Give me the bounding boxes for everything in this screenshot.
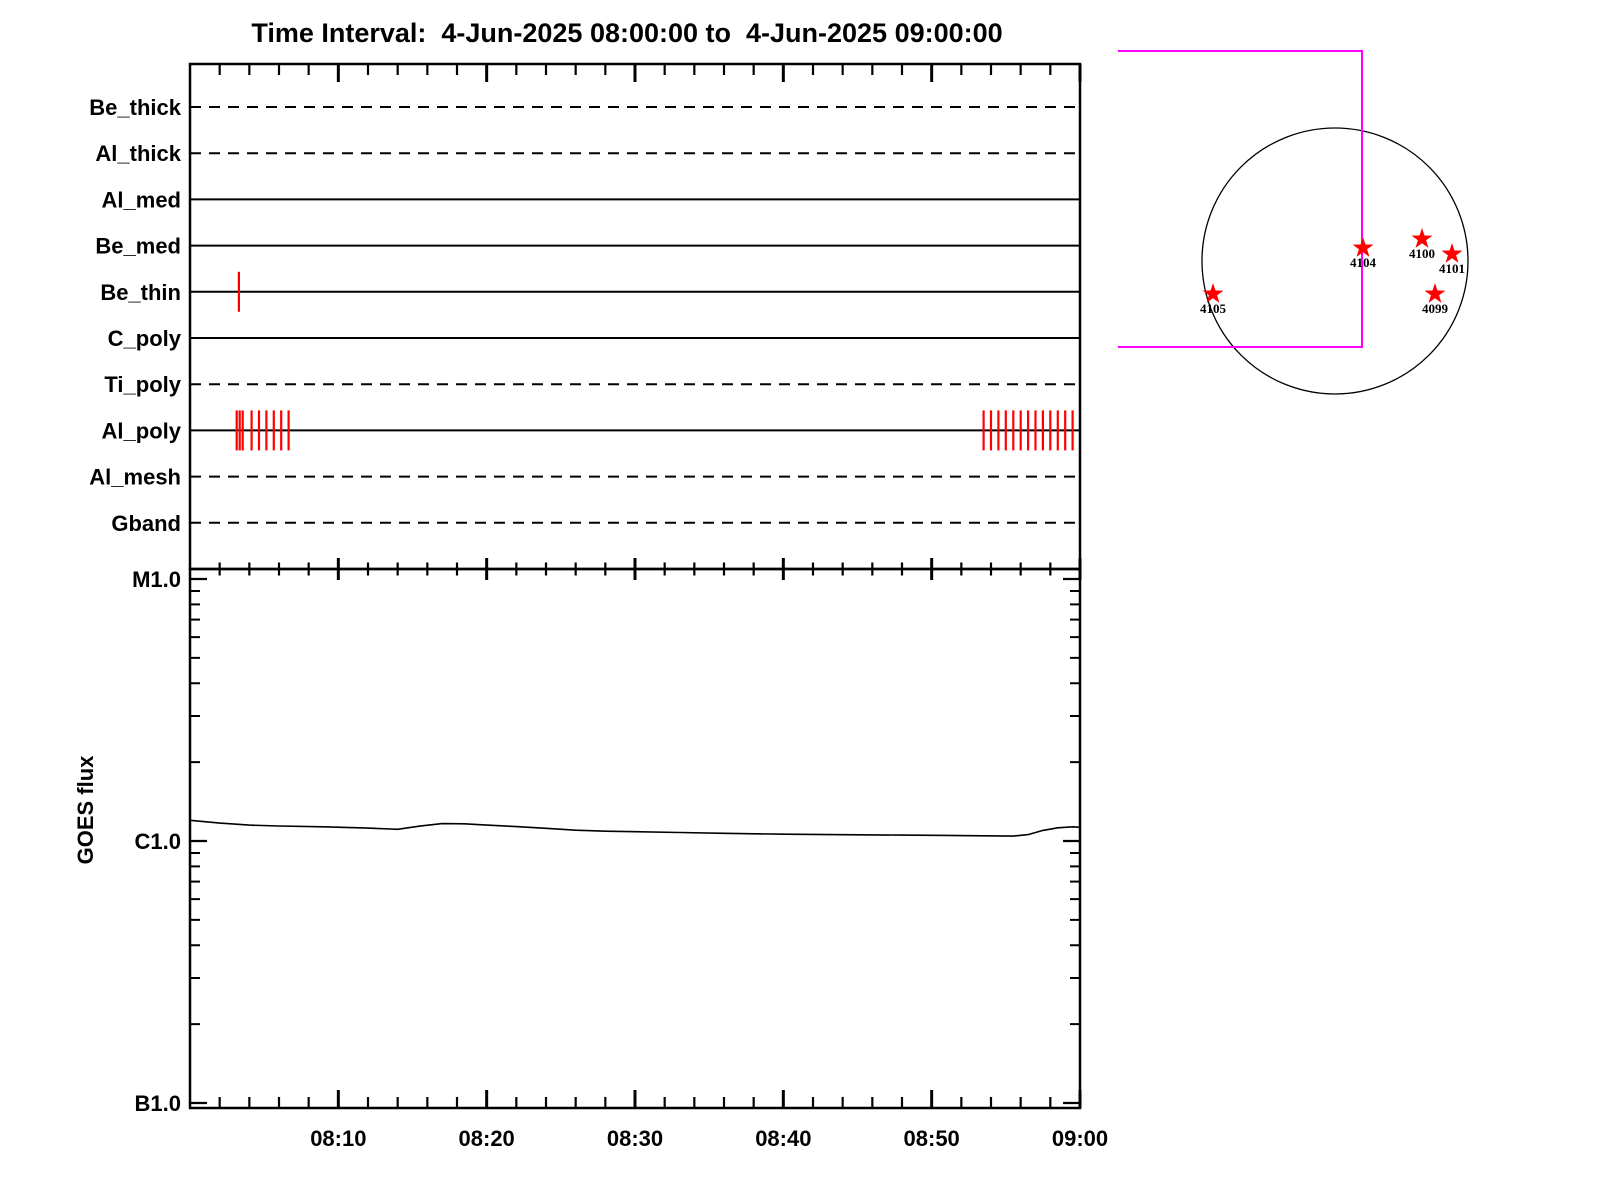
- goes-y-axis-title: GOES flux: [73, 755, 98, 865]
- filter-label-Be_med: Be_med: [95, 234, 181, 259]
- filter-label-Be_thin: Be_thin: [100, 280, 181, 305]
- goes-panel-border: [188, 567, 1082, 1110]
- active-region-star-4105: [1202, 283, 1224, 303]
- filter-label-Al_med: Al_med: [102, 187, 181, 212]
- filter-label-Ti_poly: Ti_poly: [104, 372, 181, 397]
- goes-ytick-label-B1.0: B1.0: [135, 1091, 181, 1116]
- time-axis-label-08:10: 08:10: [310, 1126, 366, 1151]
- fov-box: [1118, 50, 1363, 348]
- filter-label-Al_mesh: Al_mesh: [89, 465, 181, 490]
- solar-disk-panel: 4104 4100 4101 4099 4105: [1118, 50, 1469, 395]
- time-axis-label-08:30: 08:30: [607, 1126, 663, 1151]
- filter-label-Be_thick: Be_thick: [89, 95, 181, 120]
- filter-label-Al_thick: Al_thick: [95, 141, 181, 166]
- active-region-label-4101: 4101: [1439, 261, 1465, 276]
- active-region-star-4100: [1411, 228, 1433, 248]
- goes-flux-panel: M1.0 C1.0 B1.0 08:10 08:20 08:30 08:40 08:50 09:…: [132, 558, 1108, 1151]
- filter-timeline-panel: Be_thick Al_thick Al_med Be_med Be_thin C_pol…: [89, 62, 1082, 571]
- time-axis-label-08:40: 08:40: [755, 1126, 811, 1151]
- active-region-star-4099: [1424, 283, 1446, 303]
- goes-ytick-label-C1.0: C1.0: [135, 829, 181, 854]
- goes-flux-curve: [189, 819, 1081, 837]
- time-axis-label-08:20: 08:20: [459, 1126, 515, 1151]
- solar-disk-circle: [1201, 127, 1469, 395]
- active-region-label-4099: 4099: [1422, 301, 1449, 316]
- filter-panel-border: [188, 62, 1082, 571]
- filter-label-Gband: Gband: [111, 511, 181, 536]
- active-region-star-4104: [1352, 237, 1374, 257]
- active-region-star-4101: [1441, 243, 1463, 263]
- active-region-label-4100: 4100: [1409, 246, 1435, 261]
- time-axis-label-08:50: 08:50: [904, 1126, 960, 1151]
- filter-label-Al_poly: Al_poly: [102, 418, 182, 443]
- active-region-label-4104: 4104: [1350, 255, 1377, 270]
- filter-label-C_poly: C_poly: [108, 326, 182, 351]
- active-region-label-4105: 4105: [1200, 301, 1227, 316]
- goes-ytick-label-M1.0: M1.0: [132, 567, 181, 592]
- figure-title: Time Interval: 4-Jun-2025 08:00:00 to 4-…: [251, 18, 1002, 48]
- time-axis-label-09:00: 09:00: [1052, 1126, 1108, 1151]
